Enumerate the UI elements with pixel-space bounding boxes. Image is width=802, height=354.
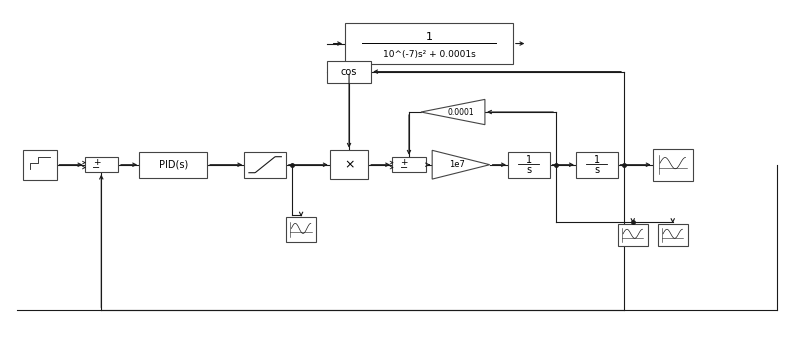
FancyBboxPatch shape (618, 223, 648, 246)
Polygon shape (432, 150, 490, 179)
FancyBboxPatch shape (508, 152, 549, 178)
FancyBboxPatch shape (84, 157, 118, 172)
Text: s: s (526, 165, 532, 175)
Text: s: s (594, 165, 599, 175)
Text: 1: 1 (526, 155, 532, 165)
FancyBboxPatch shape (140, 152, 207, 178)
Text: 0.0001: 0.0001 (448, 108, 474, 116)
Text: +: + (93, 158, 100, 167)
Text: 10^(-7)s² + 0.0001s: 10^(-7)s² + 0.0001s (383, 50, 476, 58)
Text: 1: 1 (593, 155, 600, 165)
FancyBboxPatch shape (658, 223, 688, 246)
Text: PID(s): PID(s) (159, 160, 188, 170)
FancyBboxPatch shape (245, 152, 286, 178)
FancyBboxPatch shape (653, 149, 693, 181)
FancyBboxPatch shape (23, 150, 56, 179)
Text: 1e7: 1e7 (449, 160, 465, 169)
FancyBboxPatch shape (576, 152, 618, 178)
Text: cos: cos (341, 67, 357, 76)
FancyBboxPatch shape (327, 61, 371, 82)
FancyBboxPatch shape (286, 217, 316, 242)
FancyBboxPatch shape (345, 23, 513, 64)
FancyBboxPatch shape (330, 150, 368, 179)
Text: 1: 1 (426, 32, 432, 41)
FancyBboxPatch shape (392, 157, 426, 172)
Polygon shape (421, 99, 485, 125)
Text: −: − (400, 162, 408, 172)
Text: +: + (400, 158, 408, 167)
Text: −: − (92, 162, 100, 172)
Text: ×: × (344, 158, 354, 171)
